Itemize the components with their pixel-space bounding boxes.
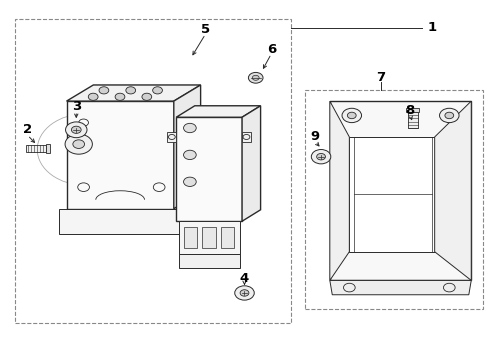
Polygon shape <box>173 85 200 209</box>
Bar <box>329 101 470 280</box>
Circle shape <box>183 123 196 133</box>
Bar <box>348 137 434 252</box>
Polygon shape <box>434 101 470 280</box>
Circle shape <box>311 149 330 164</box>
Circle shape <box>341 108 361 123</box>
Circle shape <box>439 108 458 123</box>
Bar <box>202 226 215 248</box>
Circle shape <box>88 93 98 100</box>
Text: 8: 8 <box>405 104 414 117</box>
Polygon shape <box>329 101 348 280</box>
Bar <box>406 108 418 112</box>
Text: 3: 3 <box>72 100 81 113</box>
Bar <box>305 90 483 309</box>
Text: 7: 7 <box>376 71 385 84</box>
Circle shape <box>183 150 196 159</box>
Circle shape <box>71 126 81 134</box>
Circle shape <box>99 87 108 94</box>
Bar <box>220 226 234 248</box>
Circle shape <box>73 140 84 148</box>
Circle shape <box>142 93 151 100</box>
Text: 1: 1 <box>427 21 436 34</box>
Bar <box>66 101 173 209</box>
Text: 4: 4 <box>240 272 248 285</box>
Circle shape <box>252 75 259 80</box>
Polygon shape <box>329 280 470 295</box>
Bar <box>176 117 242 221</box>
Circle shape <box>115 93 124 100</box>
Text: 9: 9 <box>310 130 319 144</box>
Circle shape <box>125 87 135 94</box>
Circle shape <box>316 153 325 160</box>
Bar <box>26 145 45 152</box>
Circle shape <box>65 122 87 138</box>
Bar <box>59 209 200 234</box>
Text: 2: 2 <box>23 123 32 136</box>
Circle shape <box>346 112 355 119</box>
Polygon shape <box>242 106 260 221</box>
Bar <box>242 132 250 142</box>
Bar <box>45 144 50 153</box>
Bar <box>407 112 417 128</box>
Circle shape <box>152 87 162 94</box>
Circle shape <box>183 177 196 186</box>
Bar <box>167 132 176 142</box>
Bar <box>183 226 197 248</box>
Circle shape <box>240 290 248 296</box>
Text: 5: 5 <box>201 23 210 36</box>
Bar <box>178 221 239 253</box>
Bar <box>15 19 290 323</box>
Circle shape <box>444 112 453 119</box>
Circle shape <box>65 134 92 154</box>
Text: 6: 6 <box>266 42 275 55</box>
Bar <box>178 253 239 268</box>
Circle shape <box>234 286 254 300</box>
Circle shape <box>248 72 263 83</box>
Polygon shape <box>176 106 260 117</box>
Polygon shape <box>66 85 200 101</box>
